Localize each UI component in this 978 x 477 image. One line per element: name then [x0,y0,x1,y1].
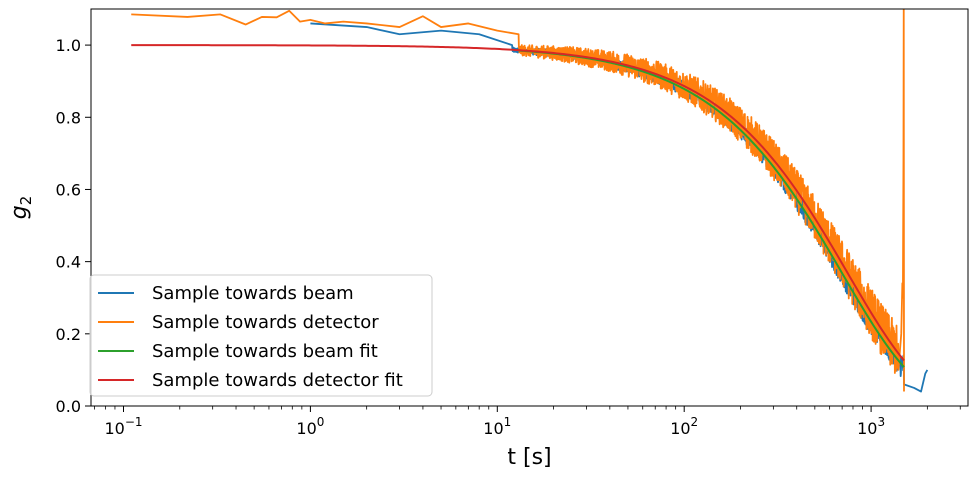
y-tick-label: 0.0 [56,397,81,416]
x-tick-label: 101 [483,415,511,438]
legend: Sample towards beam Sample towards detect… [89,274,433,397]
x-tick-label: 102 [670,415,698,438]
y-axis-label-main: g [7,205,32,219]
y-tick-label: 0.6 [56,180,81,199]
y-tick-label: 0.4 [56,253,81,272]
y-axis-label-subscript: 2 [17,196,35,206]
y-axis-ticks: 0.0 0.2 0.4 0.6 0.8 1.0 [56,36,91,416]
series-line-4 [131,44,905,362]
y-axis-label: g2 [7,196,35,220]
x-tick-label: 10−1 [104,415,142,438]
x-axis-label: t [s] [507,445,551,470]
plot-marks [131,9,929,393]
legend-box [89,274,433,397]
axes-frame [90,8,969,407]
y-tick-label: 1.0 [56,36,81,55]
legend-label: Sample towards detector [152,312,379,333]
x-tick-label: 100 [296,415,324,438]
legend-label: Sample towards beam [152,283,354,304]
x-axis-ticks: 10−1 100 101 102 103 [94,406,961,438]
legend-label: Sample towards beam fit [152,341,378,362]
y-tick-label: 0.8 [56,108,81,127]
legend-label: Sample towards detector fit [152,370,403,391]
y-tick-label: 0.2 [56,325,81,344]
x-tick-label: 103 [857,415,885,438]
